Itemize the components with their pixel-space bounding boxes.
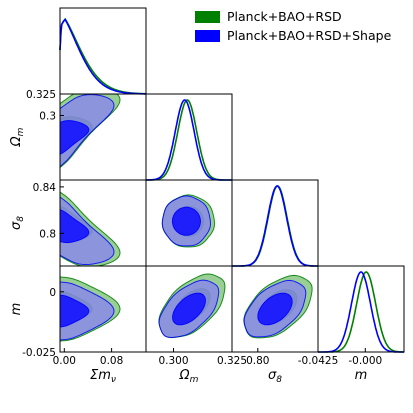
y-axis-label-m: m [9, 303, 24, 316]
contour-panel-sigma_8-vs-sum_mnu [59, 179, 147, 267]
marginal-panel-sum_mnu [59, 7, 147, 95]
contour-panel-m-vs-omega_m [145, 265, 233, 353]
legend-swatch-series-1 [195, 11, 220, 23]
x-tick-label-sigma_8: 0.80 [246, 355, 269, 367]
marginal-panel-omega_m [145, 93, 233, 181]
marginal-panel-sigma_8 [231, 179, 319, 267]
marginal-curve-m-series-1 [318, 271, 404, 353]
panel-frame [59, 7, 147, 95]
panel-frame [317, 265, 405, 353]
marginal-curve-sigma_8-series-1 [232, 185, 318, 267]
y-tick-label-m: 0 [49, 287, 56, 299]
marginal-curve-sum_mnu-series-1 [59, 17, 146, 95]
x-axis-label-sum_mnu: Σmν [90, 368, 116, 385]
marginal-curve-sum_mnu-series-2 [59, 18, 146, 95]
contour-panel-sigma_8-vs-omega_m [145, 179, 233, 267]
marginal-curve-m-series-2 [318, 271, 404, 353]
y-axis-label-sigma_8: σ8 [9, 216, 26, 230]
y-tick-label-m: -0.025 [22, 347, 56, 359]
contour-inner-series-2 [60, 209, 90, 244]
marginal-curve-omega_m-series-2 [146, 99, 232, 181]
contour-inner-series-2 [60, 120, 90, 155]
panel-frame [231, 265, 319, 353]
x-axis-label-omega_m: Ωm [179, 368, 199, 385]
contour-inner-series-2 [60, 294, 90, 328]
legend-swatch-series-2 [195, 30, 220, 42]
marginal-panel-m [317, 265, 405, 353]
marginal-curve-omega_m-series-1 [146, 99, 232, 181]
x-tick-label-sum_mnu: 0.00 [53, 355, 76, 367]
y-tick-label-omega_m: 0.3 [39, 111, 56, 123]
x-tick-label-sum_mnu: 0.08 [100, 355, 123, 367]
y-tick-label-sigma_8: 0.84 [33, 182, 57, 194]
contour-inner-series-2 [257, 292, 293, 326]
contour-panel-omega_m-vs-sum_mnu [59, 93, 147, 181]
contour-inner-series-2 [172, 292, 206, 326]
y-tick-label-omega_m: 0.325 [26, 89, 56, 101]
contour-panel-m-vs-sigma_8 [231, 265, 319, 353]
legend-label-series-2: Planck+BAO+RSD+Shape [227, 28, 392, 43]
x-tick-label-omega_m: 0.325 [217, 355, 247, 367]
x-axis-label-sigma_8: σ8 [268, 368, 282, 385]
y-axis-label-omega_m: Ωm [9, 127, 26, 147]
contour-panel-m-vs-sum_mnu [59, 265, 147, 353]
legend: Planck+BAO+RSD Planck+BAO+RSD+Shape [195, 9, 392, 43]
marginal-curve-sigma_8-series-2 [232, 185, 318, 267]
x-tick-label-sigma_8: -0.0425 [298, 355, 339, 367]
y-tick-label-sigma_8: 0.8 [39, 228, 56, 240]
x-axis-label-m: m [355, 368, 368, 383]
legend-label-series-1: Planck+BAO+RSD [227, 9, 342, 24]
x-tick-label-omega_m: 0.300 [158, 355, 188, 367]
x-tick-label-m: -0.000 [348, 355, 382, 367]
contour-inner-series-2 [171, 206, 201, 236]
panel-frame [231, 179, 319, 267]
